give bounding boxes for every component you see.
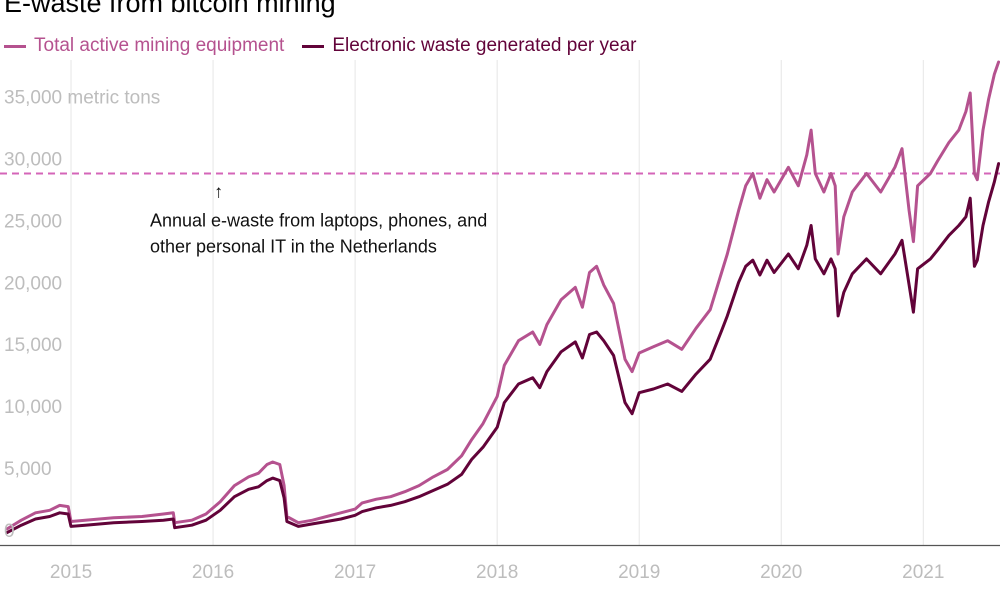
series-layer — [5, 60, 1000, 535]
y-tick-label-35000: 35,000 metric tons — [4, 88, 160, 109]
y-tick-label-5000: 5,000 — [4, 459, 52, 480]
reference-label-line-2: other personal IT in the Netherlands — [150, 236, 437, 256]
legend-item-total-equipment: Total active mining equipment — [4, 35, 284, 57]
x-tick-label-2019: 2019 — [618, 562, 660, 583]
x-tick-label-2021: 2021 — [902, 562, 944, 583]
x-tick-label-2020: 2020 — [760, 562, 802, 583]
y-tick-label-15000: 15,000 — [4, 335, 62, 356]
y-tick-label-20000: 20,000 — [4, 273, 62, 294]
series-line-2 — [5, 162, 1000, 535]
legend-swatch-total-equipment — [4, 44, 26, 48]
chart-legend: Total active mining equipment Electronic… — [4, 33, 654, 59]
series-line-1 — [5, 60, 1000, 531]
reference-arrow: ↑ — [214, 181, 223, 201]
y-tick-label-25000: 25,000 — [4, 211, 62, 232]
tick-label-layer: 2015 2016 2017 2018 2019 2020 2021 0 5,000 10,000… — [4, 88, 944, 583]
y-tick-label-30000: 30,000 — [4, 149, 62, 170]
x-tick-label-2015: 2015 — [50, 562, 92, 583]
x-tick-label-2016: 2016 — [192, 562, 234, 583]
legend-label-ewaste-per-year: Electronic waste generated per year — [332, 35, 637, 56]
annotation-layer: ↑ Annual e-waste from laptops, phones, an… — [150, 181, 487, 256]
legend-swatch-ewaste-per-year — [302, 44, 325, 48]
legend-item-ewaste-per-year: Electronic waste generated per year — [302, 35, 636, 57]
y-tick-label-0: 0 — [4, 521, 15, 542]
x-tick-label-2017: 2017 — [334, 562, 376, 583]
grid-layer — [70, 60, 924, 545]
chart-title: E-waste from bitcoin mining — [4, 0, 336, 18]
reference-label-line-1: Annual e-waste from laptops, phones, and — [150, 210, 487, 230]
y-tick-label-10000: 10,000 — [4, 397, 62, 418]
x-tick-label-2018: 2018 — [476, 562, 518, 583]
legend-label-total-equipment: Total active mining equipment — [34, 35, 285, 56]
